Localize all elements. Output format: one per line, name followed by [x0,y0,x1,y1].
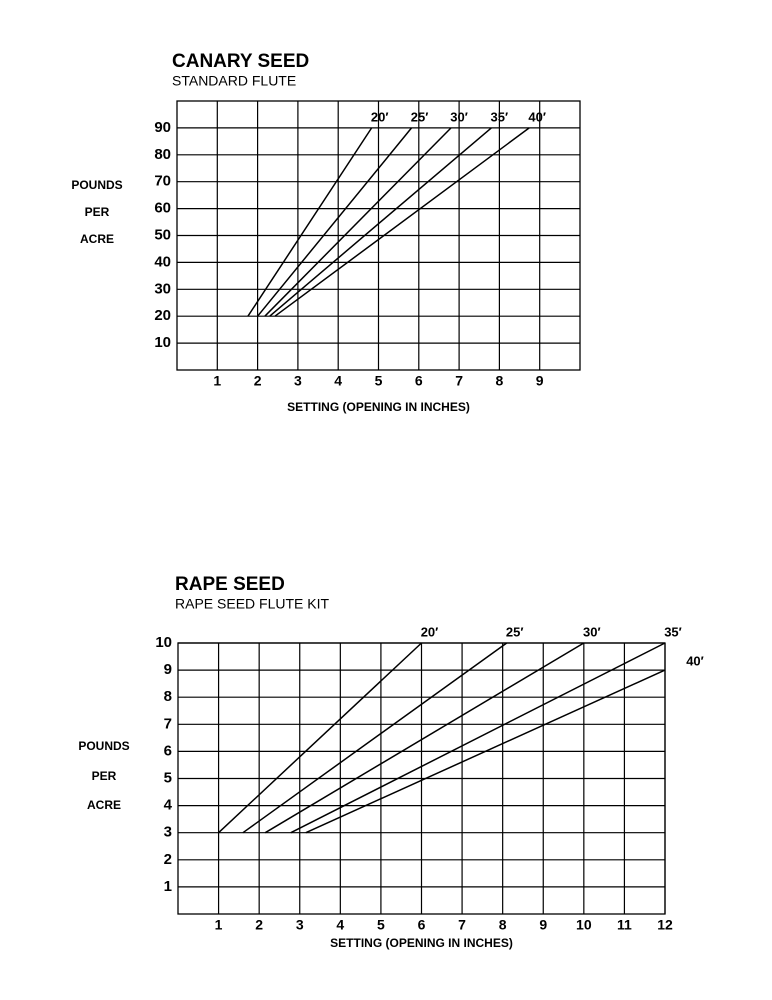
x-tick-label: 9 [536,373,544,389]
y-tick-label: 9 [164,661,172,678]
series-line [242,642,508,834]
y-axis-label: ACRE [80,232,114,246]
y-tick-label: 80 [154,146,171,163]
y-tick-label: 20 [154,307,171,324]
y-axis-label: PER [85,205,110,219]
series-label: 30′ [583,624,601,639]
x-tick-label: 5 [375,373,383,389]
series-label: 30′ [450,109,468,124]
y-tick-label: 3 [164,824,172,841]
x-tick-label: 3 [296,917,304,933]
series-line [264,127,452,317]
x-tick-label: 1 [215,917,223,933]
x-tick-label: 6 [415,373,423,389]
x-tick-label: 4 [336,917,344,933]
series-line [257,127,413,317]
y-tick-label: 60 [154,200,171,217]
y-tick-label: 8 [164,688,172,705]
x-tick-label: 5 [377,917,385,933]
series-label: 35′ [664,624,682,639]
series-label: 40′ [528,109,546,124]
y-tick-label: 4 [164,797,173,814]
series-label: 20′ [421,624,439,639]
x-tick-label: 1 [213,373,221,389]
x-tick-label: 6 [418,917,426,933]
series-label: 40′ [686,654,704,669]
series-line [274,127,530,317]
x-tick-label: 8 [496,373,504,389]
y-axis-label: POUNDS [71,178,122,192]
series-label: 35′ [491,109,509,124]
y-axis-label: POUNDS [78,739,129,753]
x-tick-label: 9 [539,917,547,933]
y-tick-label: 6 [164,742,172,759]
chart-title: RAPE SEED [175,574,285,595]
y-tick-label: 5 [164,769,172,786]
x-tick-label: 2 [254,373,262,389]
y-axis-label: PER [92,769,117,783]
series-label: 20′ [371,109,389,124]
x-tick-label: 4 [334,373,342,389]
series-line [290,642,666,834]
x-tick-label: 2 [255,917,263,933]
y-tick-label: 1 [164,878,172,895]
y-tick-label: 40 [154,253,171,270]
x-tick-label: 8 [499,917,507,933]
chart-title: CANARY SEED [172,51,309,72]
y-axis-label: ACRE [87,798,121,812]
x-axis-label: SETTING (OPENING IN INCHES) [330,936,513,950]
x-tick-label: 7 [458,917,466,933]
y-tick-label: 2 [164,851,172,868]
series-line [218,642,423,834]
y-tick-label: 70 [154,173,171,190]
x-axis-label: SETTING (OPENING IN INCHES) [287,400,470,414]
series-line [264,642,585,834]
series-line [269,127,492,317]
y-tick-label: 10 [154,334,171,351]
y-tick-label: 90 [154,119,171,136]
chart-subtitle: STANDARD FLUTE [172,73,296,89]
y-tick-label: 10 [155,634,172,651]
series-line [305,669,666,834]
series-label: 25′ [411,109,429,124]
x-tick-label: 3 [294,373,302,389]
series-line [247,127,373,317]
y-tick-label: 30 [154,280,171,297]
x-tick-label: 12 [657,917,673,933]
series-label: 25′ [506,624,524,639]
x-tick-label: 11 [617,917,632,933]
y-tick-label: 7 [164,715,172,732]
x-tick-label: 10 [576,917,592,933]
chart-subtitle: RAPE SEED FLUTE KIT [175,596,329,612]
x-tick-label: 7 [455,373,463,389]
y-tick-label: 50 [154,226,171,243]
